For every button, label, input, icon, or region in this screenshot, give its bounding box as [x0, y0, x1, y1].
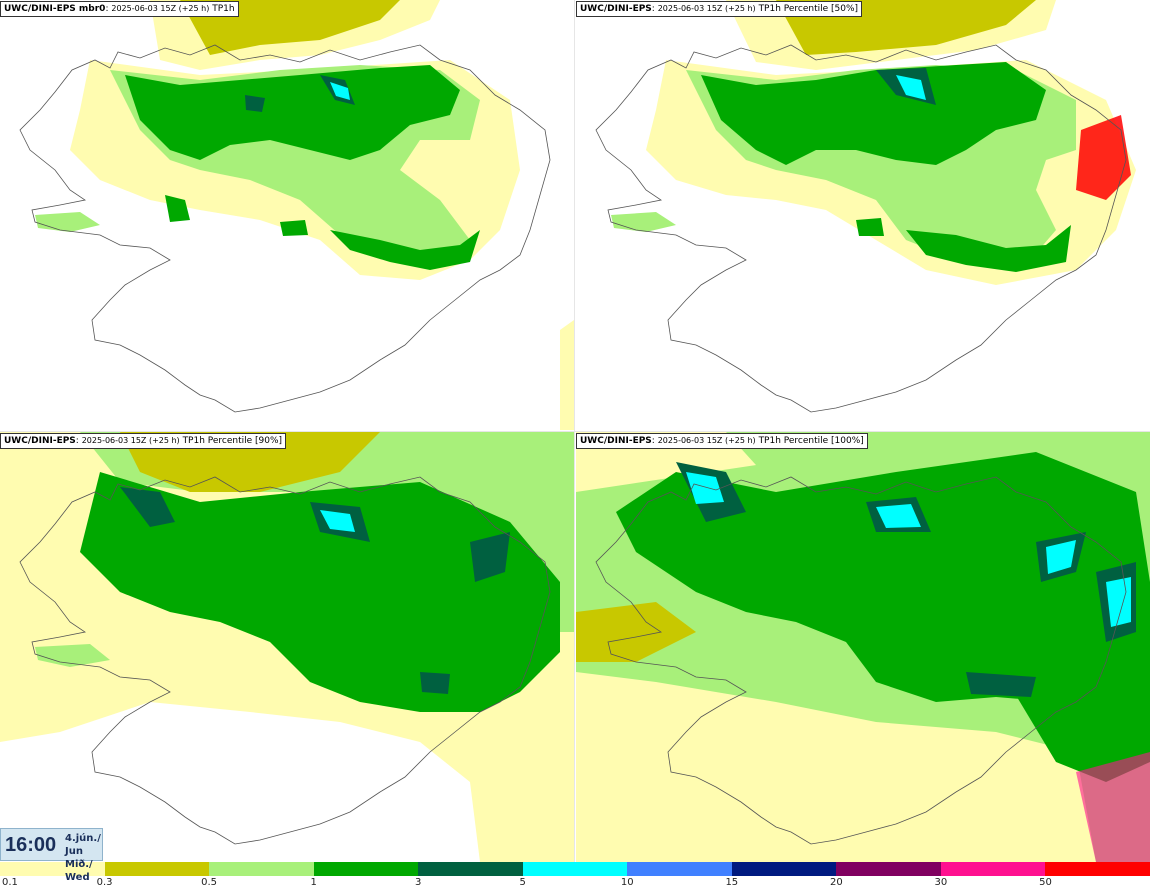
valid-date-line1: 4.jún./ Jun [65, 833, 101, 857]
colorbar-swatch [313, 862, 419, 876]
panel-field: TP1h [212, 4, 235, 14]
colorbar-swatch [0, 862, 105, 876]
colorbar-tick-label: 0.1 [2, 877, 18, 888]
colorbar-tick-label: 30 [934, 877, 948, 888]
colorbar-tick-label: 0.5 [201, 877, 218, 888]
panel-divider-horizontal [0, 431, 1150, 432]
panel-field: TP1h Percentile [90%] [182, 436, 283, 446]
colorbar-swatch [209, 862, 314, 876]
colorbar-tick-label: 10 [620, 877, 634, 888]
colorbar-swatch [104, 862, 210, 876]
panel-title: UWC/DINI-EPS: 2025-06-03 15Z (+25 h) TP1… [576, 433, 868, 449]
colorbar-swatch [1045, 862, 1150, 876]
precip-map [0, 432, 574, 862]
colorbar-tick-label: 3 [414, 877, 422, 888]
map-panel-p50: UWC/DINI-EPS: 2025-06-03 15Z (+25 h) TP1… [576, 0, 1150, 430]
valid-time-box: 16:00 4.jún./ Jun Mið./ Wed [0, 828, 103, 883]
panel-title: UWC/DINI-EPS mbr0: 2025-06-03 15Z (+25 h… [0, 1, 239, 17]
colorbar-swatch [627, 862, 732, 876]
precip-map [0, 0, 574, 430]
panel-run: 2025-06-03 15Z (+25 h) [111, 4, 210, 13]
map-panel-p100: UWC/DINI-EPS: 2025-06-03 15Z (+25 h) TP1… [576, 432, 1150, 862]
precip-map [576, 432, 1150, 862]
colorbar-swatch [731, 862, 837, 876]
panel-title: UWC/DINI-EPS: 2025-06-03 15Z (+25 h) TP1… [576, 1, 863, 17]
valid-date-line2: Mið./ Wed [65, 859, 93, 883]
colorbar-tick-label: 50 [1039, 877, 1052, 888]
precip-colorbar-labels: 0.1 0.3 0.5 1 3 5 10 15 20 30 50 [0, 877, 1150, 891]
valid-time-date: 4.jún./ Jun Mið./ Wed [65, 832, 102, 884]
precip-colorbar [0, 862, 1150, 876]
panel-model: UWC/DINI-EPS mbr0 [4, 4, 106, 14]
map-panel-mbr0: UWC/DINI-EPS mbr0: 2025-06-03 15Z (+25 h… [0, 0, 574, 430]
panel-run: 2025-06-03 15Z (+25 h) [657, 4, 756, 13]
panel-run: 2025-06-03 15Z (+25 h) [657, 436, 756, 445]
map-panel-p90: UWC/DINI-EPS: 2025-06-03 15Z (+25 h) TP1… [0, 432, 574, 862]
colorbar-swatch [836, 862, 941, 876]
panel-run: 2025-06-03 15Z (+25 h) [81, 436, 180, 445]
panel-model: UWC/DINI-EPS [580, 436, 652, 446]
panel-model: UWC/DINI-EPS [580, 4, 652, 14]
panel-field: TP1h Percentile [50%] [758, 4, 859, 14]
colorbar-tick-label: 1 [310, 877, 317, 888]
panel-field: TP1h Percentile [100%] [758, 436, 864, 446]
colorbar-swatch [940, 862, 1046, 876]
colorbar-tick-label: 20 [829, 877, 843, 888]
colorbar-tick-label: 5 [519, 877, 526, 888]
panel-model: UWC/DINI-EPS [4, 436, 76, 446]
colorbar-swatch [522, 862, 628, 876]
valid-time-clock: 16:00 [5, 834, 57, 856]
precip-map [576, 0, 1150, 430]
colorbar-tick-label: 0.3 [96, 877, 113, 888]
colorbar-swatch [418, 862, 523, 876]
colorbar-tick-label: 15 [725, 877, 739, 888]
panel-title: UWC/DINI-EPS: 2025-06-03 15Z (+25 h) TP1… [0, 433, 287, 449]
